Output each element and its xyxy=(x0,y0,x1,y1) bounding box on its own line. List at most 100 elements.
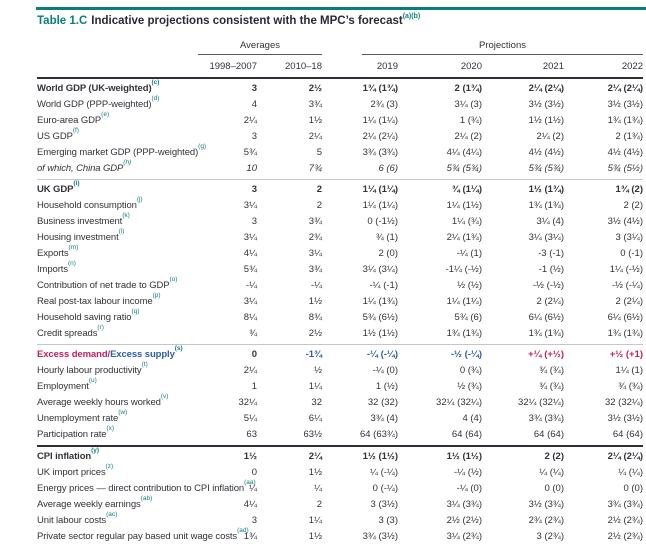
value-cell: -¼ (0) xyxy=(372,365,398,376)
value-cell: 0 (¾) xyxy=(459,365,482,376)
value-cell: ¼ (¼) xyxy=(539,467,564,478)
column-group-projections: Projections xyxy=(362,40,643,55)
value-cell: 2¼ (2) xyxy=(536,131,564,142)
top-accent-rule xyxy=(36,7,646,10)
table-number: Table 1.C xyxy=(37,15,88,27)
value-cell: 1½ xyxy=(243,451,257,462)
value-cell: ½ (¾) xyxy=(457,381,482,392)
value-cell: 3 xyxy=(251,83,257,94)
year-column-header: 2019 xyxy=(376,61,398,72)
row-label: UK import prices(z) xyxy=(37,462,114,478)
footnote-ref: (h) xyxy=(123,158,132,166)
table-row: Average weekly hours worked(v) 32¼ 32 32 (3… xyxy=(37,392,643,411)
value-cell: 4 (4) xyxy=(462,413,482,424)
value-cell: 10 xyxy=(246,163,257,174)
table-title-footnote-ref: (a)(b) xyxy=(402,13,421,21)
row-label: Household saving ratio(q) xyxy=(37,307,140,323)
value-cell: 2¼ (2) xyxy=(454,131,482,142)
row-label: Business investment(k) xyxy=(37,211,130,227)
row-label: Average weekly hours worked(v) xyxy=(37,392,169,408)
value-cell: 4¼ xyxy=(243,248,257,259)
value-cell: ¼ (¼) xyxy=(618,467,643,478)
value-cell: 2 (2) xyxy=(544,451,564,462)
footnote-ref: (l) xyxy=(118,227,125,235)
value-cell: 2 xyxy=(316,499,322,510)
value-cell: 3½ (3½) xyxy=(607,413,643,424)
value-cell: 1¼ (1¼) xyxy=(362,115,398,126)
table-title-text: Indicative projections consistent with t… xyxy=(91,15,403,27)
value-cell: 1¼ (1¼) xyxy=(362,200,398,211)
value-cell: 3¾ xyxy=(308,99,322,110)
value-cell: 4½ (4½) xyxy=(528,147,564,158)
value-cell: 2 (1¾) xyxy=(615,131,643,142)
value-cell: 2¼ (2¼) xyxy=(528,83,564,94)
value-cell: -½ (-½) xyxy=(532,280,564,291)
row-label: UK GDP(i) xyxy=(37,179,80,195)
value-cell: 3¼ (4) xyxy=(536,216,564,227)
value-cell: -¼ (-¼) xyxy=(366,349,398,360)
footnote-ref: (ab) xyxy=(140,494,153,502)
table-row: Average weekly earnings(ab) 4¼ 2 3 (3½) 3¼ (… xyxy=(37,494,643,513)
footnote-ref: (v) xyxy=(160,392,169,400)
value-cell: ¼ (-¼) xyxy=(370,467,398,478)
value-cell: 3 xyxy=(251,131,257,142)
table-row: Real post-tax labour income(p) 3¼ 1½ 1¼ (1¾… xyxy=(37,291,643,310)
value-cell: 6¼ xyxy=(308,413,322,424)
value-cell: 1½ xyxy=(308,296,322,307)
value-cell: 0 xyxy=(251,467,257,478)
value-cell: -1¾ xyxy=(305,349,322,360)
table-row: US GDP(f) 3 2¼ 2¼ (2¼) 2¼ (2) 2¼ (2) 2 (1¾) xyxy=(37,127,643,145)
footnote-ref: (k) xyxy=(122,211,130,219)
value-cell: 0 xyxy=(251,349,257,360)
value-cell: ½ (½) xyxy=(457,280,482,291)
footnote-ref: (i) xyxy=(73,179,80,187)
value-cell: -¼ (1) xyxy=(456,248,482,259)
value-cell: 3¾ (4) xyxy=(370,413,398,424)
value-cell: ¼ xyxy=(314,483,322,494)
row-label: Energy prices — direct contribution to C… xyxy=(37,478,256,494)
table-row: Participation rate(x) 63 63½ 64 (63¾) 64 (64… xyxy=(37,425,643,443)
row-label: Imports(n) xyxy=(37,259,76,275)
value-cell: 1¼ (1½) xyxy=(446,200,482,211)
table-row: Euro-area GDP(e) 2¼ 1½ 1¼ (1¼) 1 (¾) 1½ (1½) 1… xyxy=(37,111,643,129)
value-cell: -½ (-¼) xyxy=(450,349,482,360)
value-cell: 3½ (3½) xyxy=(528,99,564,110)
table-row: Energy prices — direct contribution to C… xyxy=(37,478,643,497)
value-cell: 6¼ (6½) xyxy=(607,312,643,323)
footnote-ref: (p) xyxy=(152,291,161,299)
value-cell: 32 (32¼) xyxy=(604,397,643,408)
value-cell: 1¾ (2) xyxy=(615,184,643,195)
row-label: of which, China GDP(h) xyxy=(37,158,132,174)
table-section: Excess demand/Excess supply(s) 0 -1¾ -¼ (-¼… xyxy=(37,344,643,445)
value-cell: 1¼ xyxy=(308,515,322,526)
table-section: UK GDP(i) 3 2 1¼ (1¼) ¾ (1¼) 1½ (1¾) 1¾ (2) Hou… xyxy=(37,179,643,344)
value-cell: 2¼ (1¾) xyxy=(446,232,482,243)
table-row: CPI inflation(y) 1½ 2¼ 1½ (1½) 1½ (1½) 2 (2) 2… xyxy=(37,447,643,465)
value-cell: 1¾ (1¾) xyxy=(362,83,398,94)
value-cell: 2 (0) xyxy=(378,248,398,259)
year-column-header: 2021 xyxy=(542,61,564,72)
table-1c: Averages Projections 1998–2007 2010–18 201… xyxy=(37,40,643,544)
table-row: Business investment(k) 3 3¾ 0 (-1½) 1¼ (¾) 3¼… xyxy=(37,211,643,230)
value-cell: 3¼ (2¾) xyxy=(446,531,482,542)
footnote-ref: (o) xyxy=(169,275,178,283)
row-label-part: Excess supply xyxy=(110,349,175,360)
value-cell: 32 (32) xyxy=(367,397,398,408)
column-group-averages: Averages xyxy=(198,40,322,55)
row-label: Exports(m) xyxy=(37,243,79,259)
table-row: Imports(n) 5¾ 3¾ 3¼ (3¼) -1¼ (-½) -1 (½) 1¼ (-… xyxy=(37,259,643,278)
value-cell: ¾ (1) xyxy=(375,232,398,243)
value-cell: 3¼ xyxy=(243,200,257,211)
footnote-ref: (g) xyxy=(198,142,207,150)
value-cell: 1¼ xyxy=(308,381,322,392)
value-cell: 3¾ (3¾) xyxy=(607,499,643,510)
row-label: Employment(u) xyxy=(37,376,97,392)
value-cell: 1¼ (1¾) xyxy=(362,296,398,307)
value-cell: ¾ (1¼) xyxy=(451,184,482,195)
value-cell: 2½ (2¾) xyxy=(607,515,643,526)
row-label: Private sector regular pay based unit wa… xyxy=(37,526,249,542)
footnote-ref: (ad) xyxy=(237,526,249,534)
value-cell: 3¾ xyxy=(308,264,322,275)
value-cell: -¼ xyxy=(310,280,322,291)
